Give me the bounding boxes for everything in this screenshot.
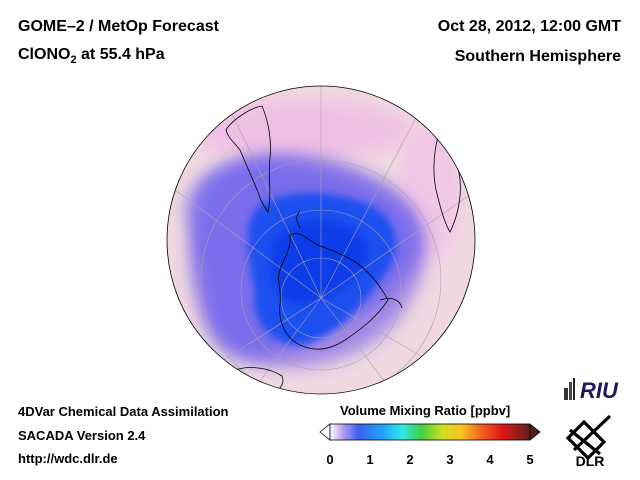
hemisphere-label: Southern Hemisphere [454, 48, 621, 65]
dlr-logo: DLR [565, 414, 612, 469]
riu-logo: RIU [564, 378, 619, 403]
colorbar-gradient [329, 423, 531, 441]
forecast-date: Oct 28, 2012, 12:00 GMT [437, 18, 621, 35]
graticule [174, 86, 471, 394]
footer-url: http://wdc.dlr.de [18, 451, 118, 466]
coastlines [225, 105, 461, 394]
colorbar [319, 423, 541, 441]
species-name: ClONO [18, 46, 71, 63]
footer-method: 4DVar Chemical Data Assimilation [18, 404, 229, 419]
colorbar-min-arrow [319, 423, 331, 441]
colorbar-tick: 2 [406, 452, 414, 467]
species-subscript: 2 [70, 54, 77, 67]
colorbar-tick: 3 [446, 452, 454, 467]
colorbar-title: Volume Mixing Ratio [ppbv] [340, 403, 511, 418]
colorbar-tick: 4 [486, 452, 494, 467]
colorbar-tick: 1 [366, 452, 374, 467]
dlr-emblem-icon [565, 414, 612, 461]
map-title: GOME–2 / MetOp Forecast [18, 18, 219, 35]
globe-outline [166, 85, 476, 395]
riu-logo-text: RIU [580, 378, 619, 403]
dlr-logo-text: DLR [576, 453, 605, 469]
colorbar-max-arrow [529, 423, 541, 441]
pressure-level: at 55.4 hPa [76, 46, 165, 63]
footer-version: SACADA Version 2.4 [18, 428, 146, 443]
hemisphere-map [166, 85, 476, 395]
map-subtitle: ClONO2 at 55.4 hPa [18, 46, 165, 66]
globe-field [167, 86, 475, 394]
colorbar-tick: 5 [526, 452, 534, 467]
colorbar-tick: 0 [326, 452, 334, 467]
